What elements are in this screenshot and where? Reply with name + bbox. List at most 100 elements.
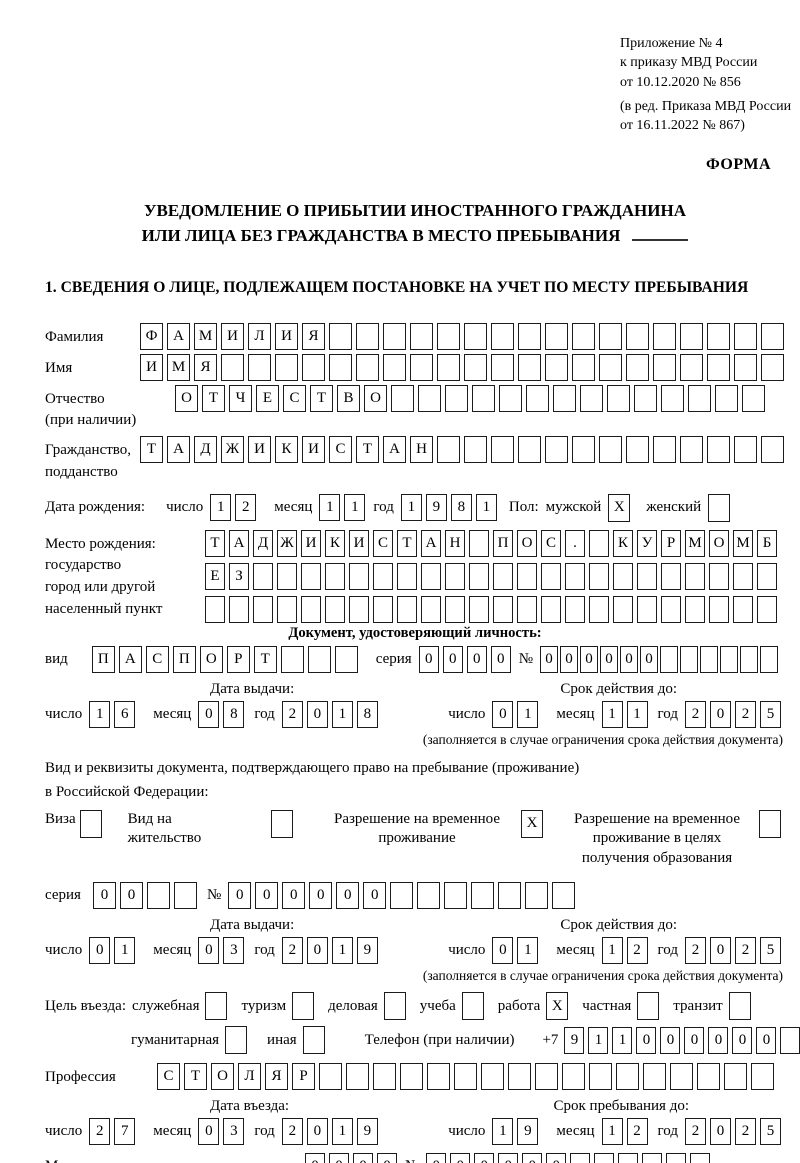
char-box[interactable]: 0 xyxy=(522,1153,543,1163)
char-box[interactable] xyxy=(508,1063,531,1091)
char-box[interactable]: 2 xyxy=(626,937,648,965)
char-box[interactable] xyxy=(397,562,417,590)
char-box[interactable] xyxy=(349,595,369,623)
char-box[interactable] xyxy=(661,595,681,623)
char-box[interactable]: Ч xyxy=(229,384,252,412)
char-box[interactable] xyxy=(464,436,487,464)
char-box[interactable] xyxy=(349,562,369,590)
char-box[interactable] xyxy=(391,384,414,412)
char-box[interactable] xyxy=(417,882,441,910)
char-box[interactable] xyxy=(685,595,705,623)
char-box[interactable] xyxy=(390,882,414,910)
char-box[interactable] xyxy=(634,384,657,412)
char-box[interactable]: 2 xyxy=(735,1118,756,1146)
char-box[interactable] xyxy=(221,353,244,381)
char-box[interactable]: 1 xyxy=(626,700,648,728)
char-box[interactable] xyxy=(709,562,729,590)
char-box[interactable] xyxy=(292,992,315,1021)
char-box[interactable]: 9 xyxy=(356,937,378,965)
char-box[interactable]: 1 xyxy=(331,937,353,965)
char-box[interactable] xyxy=(761,353,784,381)
char-box[interactable] xyxy=(301,595,321,623)
char-box[interactable] xyxy=(680,353,703,381)
char-box[interactable] xyxy=(670,1063,693,1091)
char-box[interactable] xyxy=(565,595,585,623)
char-box[interactable] xyxy=(418,384,441,412)
char-box[interactable] xyxy=(680,645,698,673)
char-box[interactable] xyxy=(173,882,197,910)
char-box[interactable]: 2 xyxy=(685,937,706,965)
char-box[interactable] xyxy=(653,436,676,464)
char-box[interactable]: М xyxy=(194,322,217,350)
char-box[interactable]: Я xyxy=(265,1063,288,1091)
char-box[interactable]: 0 xyxy=(92,882,116,910)
char-box[interactable]: Л xyxy=(238,1063,261,1091)
char-box[interactable]: 1 xyxy=(492,1118,514,1146)
char-box[interactable]: 2 xyxy=(685,1118,706,1146)
birthplace-row3-boxes[interactable] xyxy=(205,595,781,623)
char-box[interactable] xyxy=(445,562,465,590)
char-box[interactable]: 1 xyxy=(210,494,232,522)
char-box[interactable] xyxy=(642,1153,663,1163)
char-box[interactable] xyxy=(599,436,622,464)
char-box[interactable] xyxy=(653,322,676,350)
char-box[interactable] xyxy=(572,322,595,350)
visa-checkbox[interactable] xyxy=(79,809,106,838)
char-box[interactable] xyxy=(733,562,753,590)
char-box[interactable] xyxy=(437,353,460,381)
char-box[interactable]: А xyxy=(167,322,190,350)
char-box[interactable]: 0 xyxy=(600,645,618,673)
char-box[interactable]: 9 xyxy=(356,1118,378,1146)
char-box[interactable] xyxy=(205,595,225,623)
char-box[interactable] xyxy=(302,1026,325,1055)
char-box[interactable]: 0 xyxy=(580,645,598,673)
char-box[interactable] xyxy=(325,562,345,590)
char-box[interactable] xyxy=(253,562,273,590)
char-box[interactable]: 0 xyxy=(498,1153,519,1163)
char-box[interactable]: К xyxy=(325,529,345,557)
char-box[interactable]: 1 xyxy=(588,1026,609,1054)
char-box[interactable] xyxy=(464,353,487,381)
char-box[interactable] xyxy=(715,384,738,412)
char-box[interactable]: М xyxy=(685,529,705,557)
char-box[interactable]: Т xyxy=(202,384,225,412)
char-box[interactable]: О xyxy=(364,384,387,412)
char-box[interactable] xyxy=(626,322,649,350)
char-box[interactable] xyxy=(616,1063,639,1091)
char-box[interactable] xyxy=(541,595,561,623)
char-box[interactable]: Т xyxy=(205,529,225,557)
char-box[interactable]: 8 xyxy=(356,700,378,728)
char-box[interactable] xyxy=(526,384,549,412)
char-box[interactable]: 0 xyxy=(492,937,514,965)
char-box[interactable] xyxy=(383,322,406,350)
char-box[interactable]: 0 xyxy=(490,645,511,673)
char-box[interactable]: Е xyxy=(256,384,279,412)
char-box[interactable]: 1 xyxy=(601,1118,623,1146)
char-box[interactable]: И xyxy=(221,322,244,350)
char-box[interactable] xyxy=(400,1063,423,1091)
char-box[interactable]: В xyxy=(337,384,360,412)
char-box[interactable]: 0 xyxy=(89,937,111,965)
char-box[interactable] xyxy=(498,882,522,910)
char-box[interactable]: О xyxy=(199,645,223,673)
char-box[interactable] xyxy=(570,1153,591,1163)
char-box[interactable]: А xyxy=(167,436,190,464)
purpose-private-checkbox[interactable] xyxy=(637,992,663,1021)
char-box[interactable] xyxy=(205,992,228,1021)
char-box[interactable] xyxy=(493,595,513,623)
char-box[interactable] xyxy=(146,882,170,910)
char-box[interactable] xyxy=(613,595,633,623)
